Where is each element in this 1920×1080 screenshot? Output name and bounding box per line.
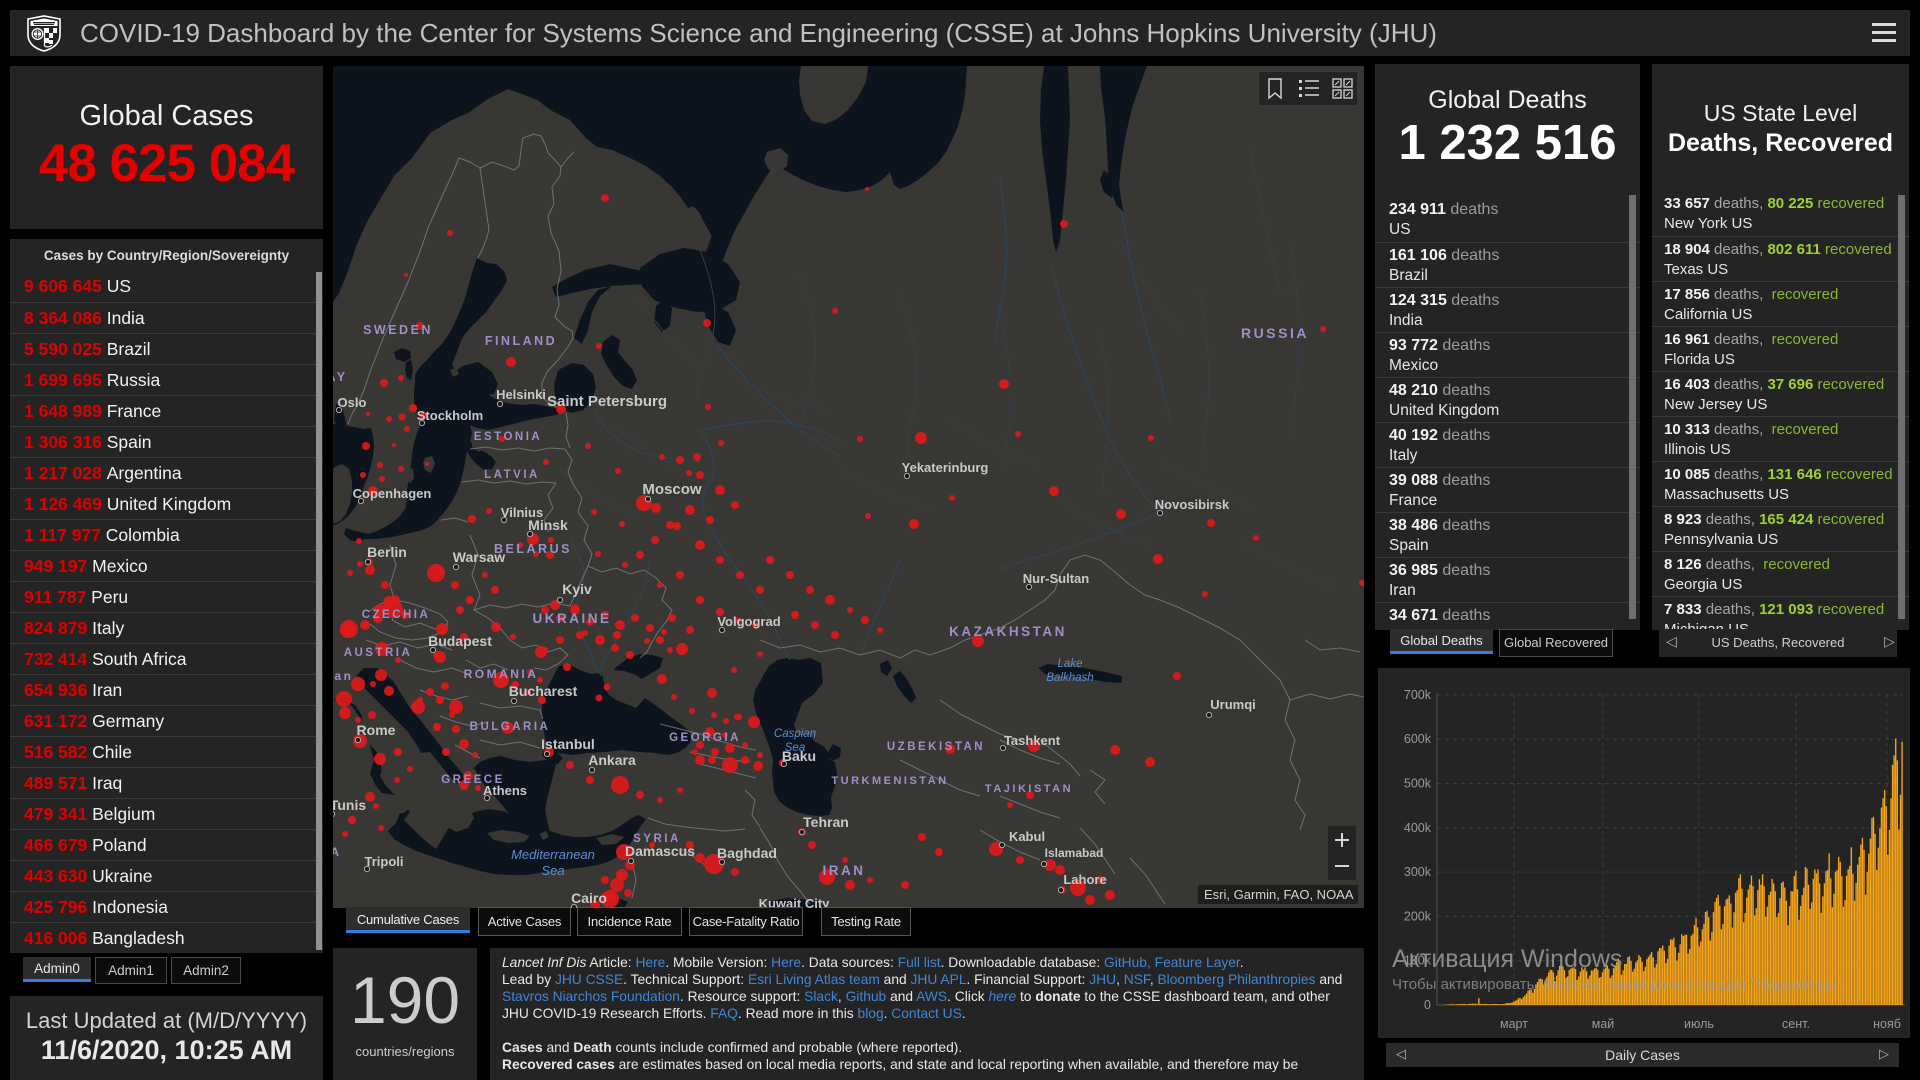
svg-text:AY: AY	[333, 370, 348, 384]
svg-text:TAJIKISTAN: TAJIKISTAN	[985, 783, 1073, 795]
svg-text:Urumqi: Urumqi	[1210, 697, 1256, 712]
svg-text:Sea: Sea	[785, 742, 805, 754]
svg-text:Moscow: Moscow	[642, 481, 702, 498]
svg-text:lan: lan	[333, 669, 353, 683]
svg-text:март: март	[1500, 1017, 1528, 1031]
svg-text:Чтобы активировать Windows, пе: Чтобы активировать Windows, перейдите в …	[1392, 976, 1845, 993]
svg-text:Minsk: Minsk	[528, 517, 568, 533]
svg-text:Cairo: Cairo	[571, 890, 607, 906]
svg-text:Mediterranean: Mediterranean	[511, 847, 595, 862]
svg-text:LATVIA: LATVIA	[484, 469, 540, 481]
svg-text:300k: 300k	[1404, 865, 1432, 879]
svg-text:Lake: Lake	[1058, 658, 1083, 670]
svg-text:Istanbul: Istanbul	[541, 736, 595, 752]
svg-text:Islamabad: Islamabad	[1045, 846, 1104, 860]
svg-text:0: 0	[1424, 998, 1431, 1012]
svg-text:Kabul: Kabul	[1009, 829, 1045, 844]
svg-text:RUSSIA: RUSSIA	[1241, 325, 1309, 341]
svg-text:KAZAKHSTAN: KAZAKHSTAN	[949, 624, 1067, 639]
svg-text:GREECE: GREECE	[441, 774, 505, 786]
svg-text:Helsinki: Helsinki	[496, 387, 546, 402]
svg-text:Stockholm: Stockholm	[417, 408, 483, 423]
svg-text:Baghdad: Baghdad	[717, 845, 777, 861]
svg-text:нояб: нояб	[1873, 1017, 1901, 1031]
svg-text:BELARUS: BELARUS	[494, 542, 572, 556]
svg-text:Активация Windows: Активация Windows	[1392, 945, 1622, 973]
svg-text:Tehran: Tehran	[803, 814, 849, 830]
svg-text:IRAN: IRAN	[823, 863, 866, 878]
svg-text:Novosibirsk: Novosibirsk	[1155, 497, 1230, 512]
svg-text:июль: июль	[1684, 1017, 1714, 1031]
svg-text:Nur-Sultan: Nur-Sultan	[1023, 571, 1090, 586]
svg-text:200k: 200k	[1404, 909, 1432, 923]
svg-text:Warsaw: Warsaw	[453, 549, 506, 565]
svg-text:100k: 100k	[1404, 954, 1432, 968]
svg-text:SWEDEN: SWEDEN	[363, 323, 433, 337]
svg-text:ESTONIA: ESTONIA	[474, 431, 542, 443]
svg-text:Ankara: Ankara	[588, 752, 636, 768]
svg-text:ROMANIA: ROMANIA	[464, 667, 539, 681]
svg-text:Volgograd: Volgograd	[717, 614, 780, 629]
svg-text:Balkhash: Balkhash	[1046, 672, 1093, 684]
svg-text:A: A	[333, 845, 342, 859]
svg-text:TURKMENISTAN: TURKMENISTAN	[831, 775, 948, 787]
svg-text:Bucharest: Bucharest	[509, 683, 578, 699]
svg-text:SYRIA: SYRIA	[633, 833, 681, 845]
svg-text:Yekaterinburg: Yekaterinburg	[902, 460, 989, 475]
svg-text:Budapest: Budapest	[428, 633, 492, 649]
svg-text:AUSTRIA: AUSTRIA	[344, 647, 413, 659]
svg-text:500k: 500k	[1404, 777, 1432, 791]
svg-text:Kuwait City: Kuwait City	[759, 896, 831, 908]
svg-text:Tashkent: Tashkent	[1004, 733, 1061, 748]
svg-text:FINLAND: FINLAND	[485, 334, 557, 348]
svg-text:Esri, Garmin, FAO, NOAA: Esri, Garmin, FAO, NOAA	[1204, 887, 1354, 902]
svg-text:Damascus: Damascus	[625, 843, 695, 859]
svg-text:Athens: Athens	[483, 783, 527, 798]
svg-text:GEORGIA: GEORGIA	[669, 732, 741, 744]
svg-text:CZECHIA: CZECHIA	[362, 609, 431, 621]
svg-text:Tunis: Tunis	[333, 797, 366, 813]
svg-text:UZBEKISTAN: UZBEKISTAN	[887, 741, 985, 753]
svg-text:UKRAINE: UKRAINE	[532, 611, 611, 626]
svg-text:400k: 400k	[1404, 821, 1432, 835]
svg-text:Rome: Rome	[357, 722, 396, 738]
svg-text:Tripoli: Tripoli	[365, 854, 404, 869]
svg-text:Baku: Baku	[782, 748, 816, 764]
svg-text:Vilnius: Vilnius	[501, 505, 543, 520]
svg-text:Saint Petersburg: Saint Petersburg	[547, 393, 667, 410]
svg-text:Kyiv: Kyiv	[562, 581, 592, 597]
svg-text:BULGARIA: BULGARIA	[470, 721, 551, 733]
svg-text:Sea: Sea	[541, 863, 564, 878]
svg-text:700k: 700k	[1404, 688, 1432, 702]
svg-text:май: май	[1592, 1017, 1615, 1031]
svg-text:Copenhagen: Copenhagen	[353, 486, 432, 501]
svg-text:600k: 600k	[1404, 732, 1432, 746]
svg-text:Lahore: Lahore	[1063, 872, 1106, 887]
svg-text:сент.: сент.	[1782, 1017, 1810, 1031]
svg-text:Berlin: Berlin	[367, 544, 407, 560]
svg-text:Caspian: Caspian	[774, 728, 816, 740]
svg-text:Oslo: Oslo	[338, 395, 367, 410]
